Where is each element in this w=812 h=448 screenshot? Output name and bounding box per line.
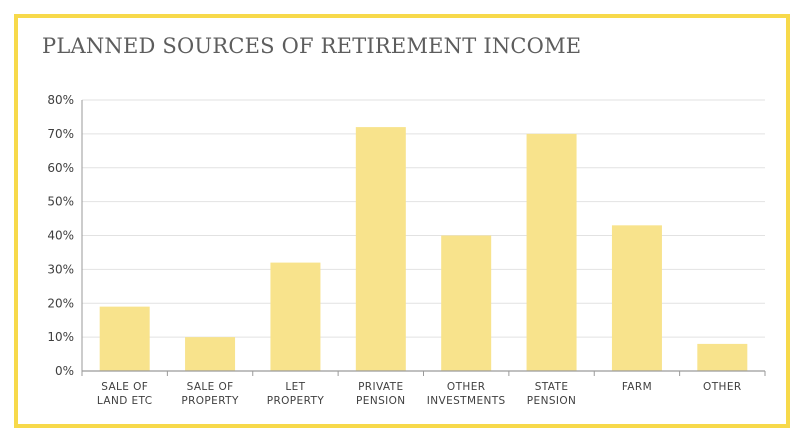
x-category-label: SALE OF: [187, 381, 234, 393]
x-category-label: PRIVATE: [358, 381, 403, 393]
bar: [355, 127, 406, 371]
bar: [441, 235, 492, 371]
bar: [270, 262, 321, 371]
x-category-label: PROPERTY: [267, 395, 325, 407]
x-category-label: SALE OF: [101, 381, 148, 393]
bar: [99, 306, 150, 371]
bar: [697, 343, 748, 371]
y-tick-label: 50%: [47, 195, 74, 209]
y-tick-label: 40%: [47, 229, 74, 243]
x-category-label: PENSION: [356, 395, 406, 407]
y-tick-label: 0%: [55, 364, 74, 378]
x-category-label: OTHER: [447, 381, 486, 393]
bar: [185, 337, 236, 371]
chart-title: PLANNED SOURCES OF RETIREMENT INCOME: [42, 34, 582, 58]
y-tick-label: 70%: [47, 127, 74, 141]
x-category-label: STATE: [535, 381, 569, 393]
y-tick-label: 10%: [47, 330, 74, 344]
y-tick-label: 60%: [47, 161, 74, 175]
y-tick-label: 80%: [47, 93, 74, 107]
y-tick-label: 30%: [47, 262, 74, 276]
x-category-label: OTHER: [703, 381, 742, 393]
x-category-label: PROPERTY: [181, 395, 239, 407]
x-category-label: INVESTMENTS: [427, 395, 506, 407]
y-tick-label: 20%: [47, 296, 74, 310]
x-category-label: LET: [285, 381, 305, 393]
bar: [526, 133, 577, 371]
x-category-label: LAND ETC: [97, 395, 153, 407]
bar: [611, 225, 662, 371]
x-category-label: FARM: [622, 381, 652, 393]
x-category-label: PENSION: [527, 395, 577, 407]
